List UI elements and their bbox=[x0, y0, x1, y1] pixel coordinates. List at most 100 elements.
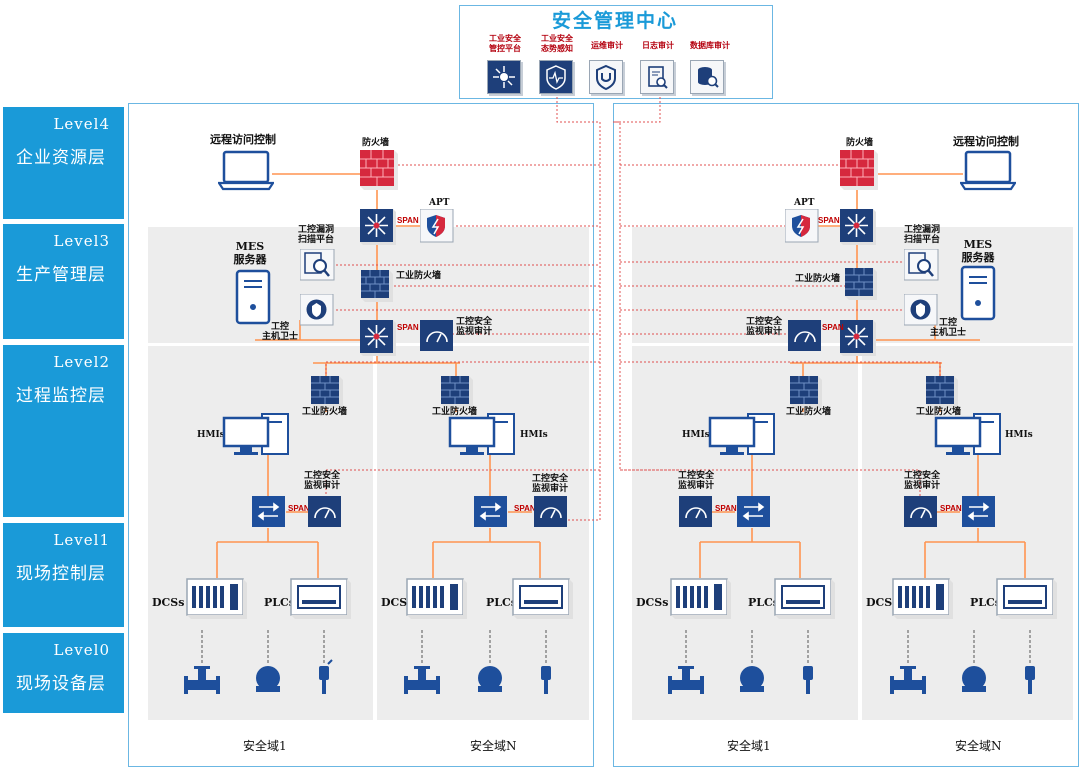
laptop-icon[interactable] bbox=[218, 150, 274, 192]
host-guard-label: 工控 主机卫士 bbox=[262, 322, 299, 342]
database-search-icon[interactable] bbox=[690, 60, 724, 94]
plc-controller-icon[interactable] bbox=[774, 578, 836, 620]
dcs-controller-icon[interactable] bbox=[186, 578, 248, 620]
plcs-label: PLCs bbox=[748, 596, 779, 609]
apt-shield-icon[interactable] bbox=[420, 209, 456, 245]
level4-bar: Level4 企业资源层 bbox=[3, 107, 124, 219]
industrial-firewall-icon[interactable] bbox=[361, 270, 393, 302]
host-guard-icon[interactable] bbox=[904, 294, 940, 328]
shield-check-icon[interactable] bbox=[589, 60, 623, 94]
dcs-controller-icon[interactable] bbox=[670, 578, 732, 620]
hmis-label: HMIs bbox=[520, 430, 548, 440]
industrial-firewall-icon[interactable] bbox=[845, 268, 877, 300]
industrial-firewall-label: 工业防火墙 bbox=[396, 271, 442, 281]
vuln-scan-label: 工控漏洞 扫描平台 bbox=[298, 225, 335, 245]
laptop-icon[interactable] bbox=[960, 150, 1016, 192]
workstation-icon[interactable] bbox=[708, 412, 778, 458]
gauge-icon[interactable] bbox=[308, 496, 344, 530]
industrial-firewall-icon[interactable] bbox=[926, 376, 958, 408]
industrial-firewall-icon[interactable] bbox=[790, 376, 822, 408]
host-guard-label: 工控 主机卫士 bbox=[930, 318, 967, 338]
dcs-controller-icon[interactable] bbox=[892, 578, 954, 620]
switch-icon[interactable] bbox=[840, 320, 876, 356]
zone-label: 安全域N bbox=[470, 739, 517, 753]
monitor-audit-label: 工控安全 监视审计 bbox=[904, 471, 941, 491]
gauge-icon[interactable] bbox=[788, 320, 824, 354]
monitor-audit-label: 工控安全 监视审计 bbox=[746, 317, 783, 337]
level-code: Level4 bbox=[53, 115, 110, 133]
access-switch-icon[interactable] bbox=[474, 496, 510, 530]
access-switch-icon[interactable] bbox=[737, 496, 773, 530]
dcss-label: DCSs bbox=[381, 596, 414, 609]
gauge-icon[interactable] bbox=[420, 320, 456, 354]
field-devices-right bbox=[668, 630, 1035, 694]
center-item-label: 工业安全 态势感知 bbox=[541, 33, 573, 53]
workstation-icon[interactable] bbox=[448, 412, 518, 458]
level3-bar: Level3 生产管理层 bbox=[3, 224, 124, 339]
level-name: 生产管理层 bbox=[16, 265, 106, 285]
plc-controller-icon[interactable] bbox=[996, 578, 1058, 620]
span-label: SPAN bbox=[397, 323, 419, 332]
level-name: 企业资源层 bbox=[16, 148, 106, 168]
center-item-label: 数据库审计 bbox=[690, 40, 730, 50]
apt-label: APT bbox=[794, 198, 815, 208]
level-code: Level1 bbox=[53, 531, 110, 549]
plc-controller-icon[interactable] bbox=[290, 578, 352, 620]
hub-icon[interactable] bbox=[487, 60, 521, 94]
gauge-icon[interactable] bbox=[534, 496, 570, 530]
plcs-label: PLCs bbox=[264, 596, 295, 609]
firewall-label: 防火墙 bbox=[362, 138, 390, 148]
plc-controller-icon[interactable] bbox=[512, 578, 574, 620]
scanner-icon[interactable] bbox=[904, 249, 942, 283]
gauge-icon[interactable] bbox=[679, 496, 715, 530]
span-label: SPAN bbox=[940, 504, 962, 513]
center-item-label: 工业安全 管控平台 bbox=[489, 33, 521, 53]
level-name: 现场控制层 bbox=[16, 564, 106, 584]
center-item-label: 日志审计 bbox=[642, 40, 674, 50]
firewall-icon[interactable] bbox=[840, 150, 878, 190]
industrial-firewall-icon[interactable] bbox=[441, 376, 473, 408]
mes-label: MES 服务器 bbox=[961, 238, 995, 264]
switch-icon[interactable] bbox=[840, 209, 876, 245]
shield-pulse-icon[interactable] bbox=[539, 60, 573, 94]
scanner-icon[interactable] bbox=[300, 249, 338, 283]
level1-bar: Level1 现场控制层 bbox=[3, 523, 124, 627]
switch-icon[interactable] bbox=[360, 320, 396, 356]
dcs-controller-icon[interactable] bbox=[406, 578, 468, 620]
access-switch-icon[interactable] bbox=[252, 496, 288, 530]
dcss-label: DCSs bbox=[636, 596, 669, 609]
center-item-label: 运维审计 bbox=[591, 40, 623, 50]
hmis-label: HMIs bbox=[682, 430, 710, 440]
left-domainN-zone bbox=[377, 346, 589, 720]
monitor-audit-label: 工控安全 监视审计 bbox=[532, 474, 569, 494]
access-switch-icon[interactable] bbox=[962, 496, 998, 530]
server-icon[interactable] bbox=[960, 265, 1000, 323]
level0-bar: Level0 现场设备层 bbox=[3, 633, 124, 713]
level-name: 现场设备层 bbox=[16, 674, 106, 694]
level-code: Level3 bbox=[53, 232, 110, 250]
level2-bar: Level2 过程监控层 bbox=[3, 345, 124, 517]
left-domain1-zone bbox=[148, 346, 373, 720]
log-search-icon[interactable] bbox=[640, 60, 674, 94]
zone-label: 安全域1 bbox=[243, 739, 287, 753]
workstation-icon[interactable] bbox=[934, 412, 1004, 458]
remote-access-label: 远程访问控制 bbox=[953, 135, 1019, 148]
plcs-label: PLCs bbox=[486, 596, 517, 609]
switch-icon[interactable] bbox=[360, 209, 396, 245]
hmis-label: HMIs bbox=[1005, 430, 1033, 440]
span-label: SPAN bbox=[397, 216, 419, 225]
firewall-icon[interactable] bbox=[360, 150, 398, 190]
apt-shield-icon[interactable] bbox=[785, 209, 821, 245]
industrial-firewall-label: 工业防火墙 bbox=[302, 407, 348, 417]
gauge-icon[interactable] bbox=[904, 496, 940, 530]
span-label: SPAN bbox=[715, 504, 737, 513]
host-guard-icon[interactable] bbox=[300, 294, 336, 328]
span-label: SPAN bbox=[514, 504, 536, 513]
monitor-audit-label: 工控安全 监视审计 bbox=[304, 471, 341, 491]
workstation-icon[interactable] bbox=[222, 412, 292, 458]
vuln-scan-label: 工控漏洞 扫描平台 bbox=[904, 225, 941, 245]
industrial-firewall-icon[interactable] bbox=[311, 376, 343, 408]
server-icon[interactable] bbox=[235, 269, 275, 327]
industrial-firewall-label: 工业防火墙 bbox=[786, 407, 832, 417]
